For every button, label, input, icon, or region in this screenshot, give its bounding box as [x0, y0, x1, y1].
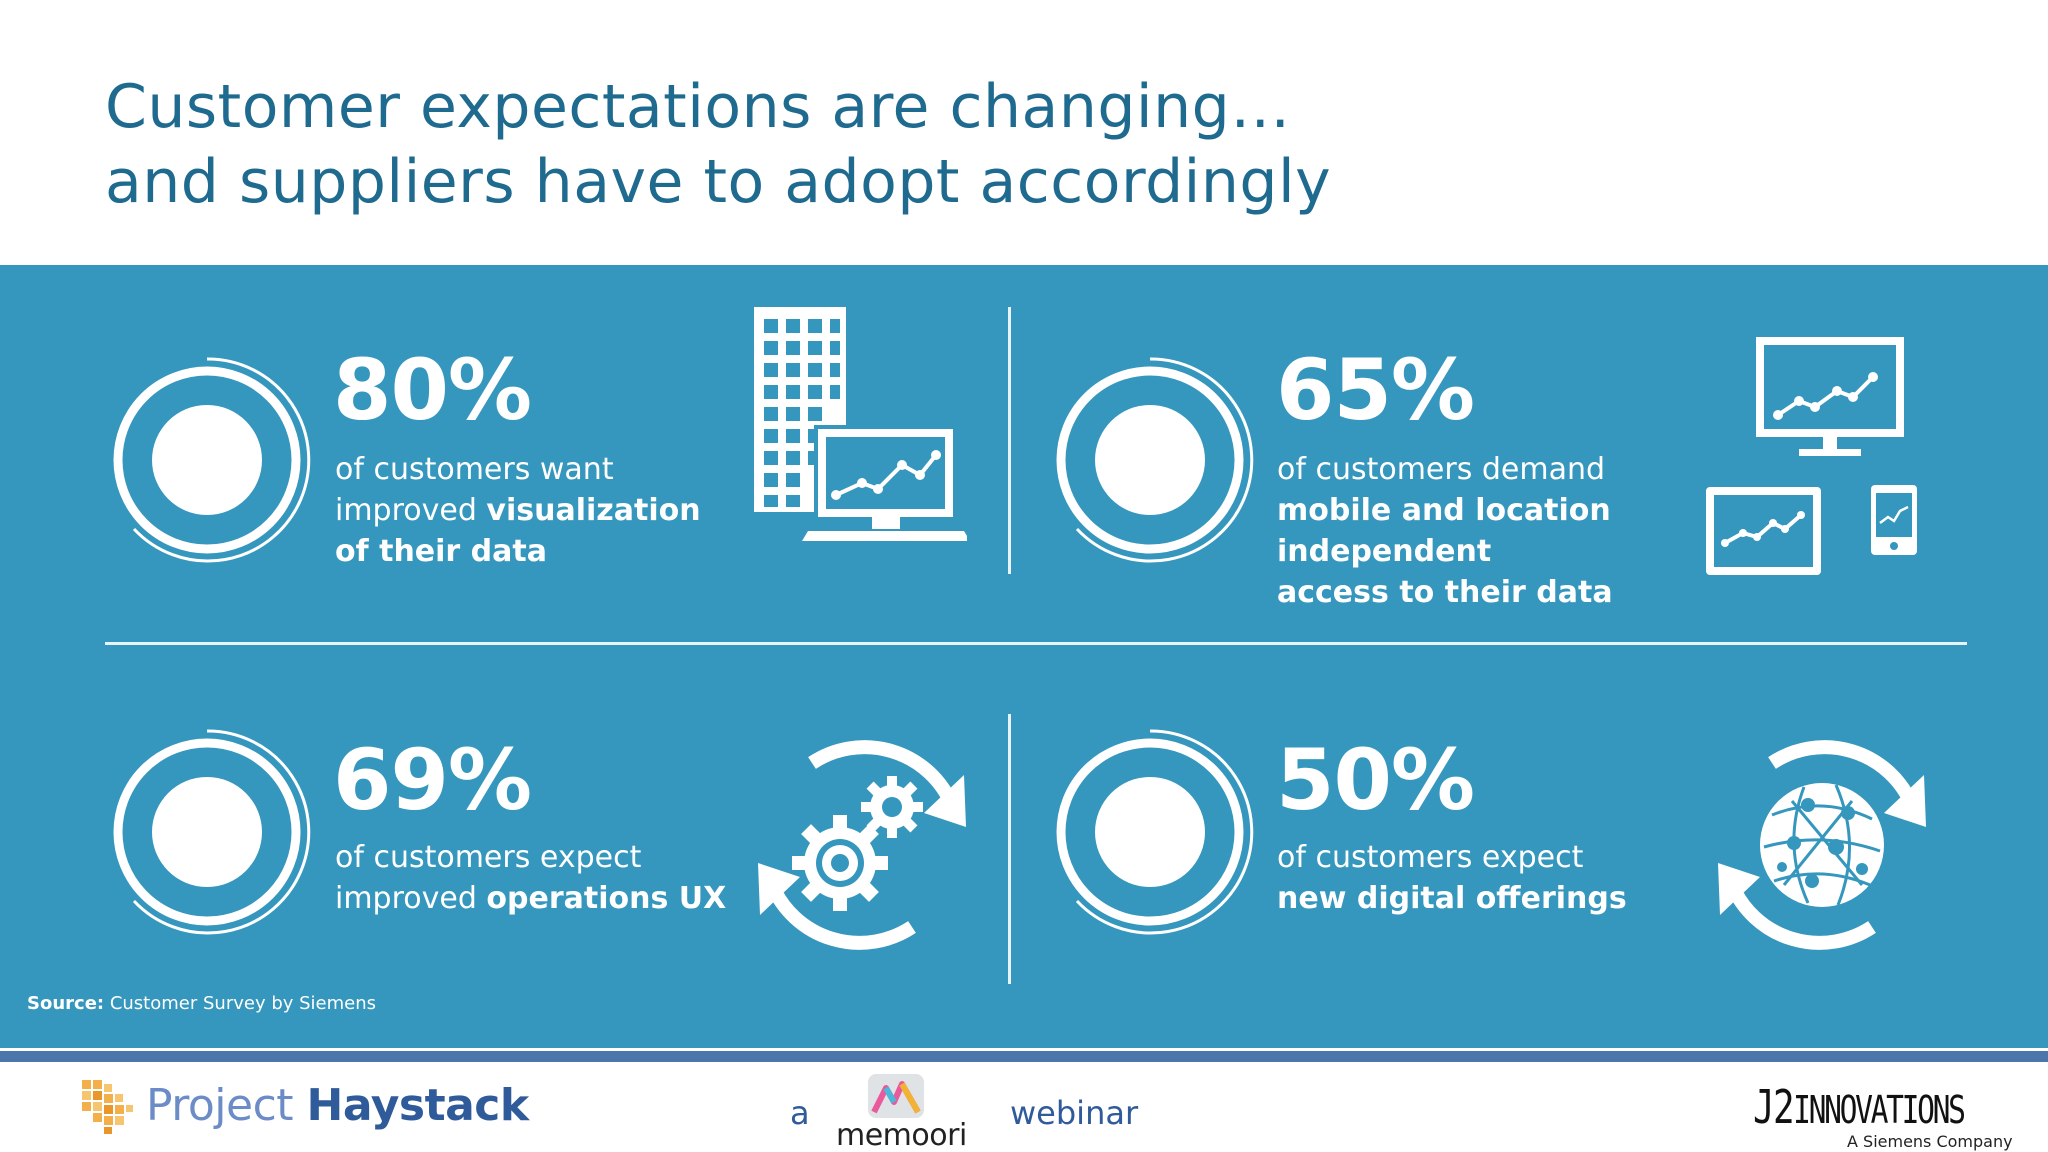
stat-50-percent: 50%: [1276, 731, 1475, 829]
vertical-divider-bottom: [1008, 714, 1011, 984]
stat-69-line-2-plain: improved: [335, 881, 487, 916]
stats-panel: 80% of customers want improved visualiza…: [0, 265, 2048, 1048]
horizontal-divider: [105, 642, 1967, 645]
ring-69-icon: [113, 729, 311, 935]
vertical-divider-top: [1008, 307, 1011, 574]
source-note: Source: Customer Survey by Siemens: [27, 993, 376, 1014]
title-line-2: and suppliers have to adopt accordingly: [105, 147, 1332, 217]
project-haystack-wordmark: Project Haystack: [146, 1080, 529, 1131]
globe-network-cycle-icon: [1718, 740, 1926, 950]
stat-69-line-2-bold: operations UX: [486, 881, 727, 916]
ring-50-icon: [1056, 729, 1254, 935]
memoori-logo-icon: [868, 1074, 924, 1118]
stat-65-description: of customers demand mobile and location …: [1277, 449, 1613, 613]
j2-big: J2: [1753, 1080, 1795, 1134]
stat-65-line-2-bold: mobile and location: [1277, 493, 1611, 528]
memoori-wordmark: memoori: [836, 1118, 967, 1152]
stat-65-line-3-bold: independent: [1277, 534, 1492, 569]
building-monitor-chart-icon: [754, 307, 967, 541]
j2-rest: INNOVATIONS: [1793, 1088, 1966, 1132]
siemens-company-tagline: A Siemens Company: [1847, 1132, 2013, 1151]
stat-50-line-1: of customers expect: [1277, 840, 1584, 875]
stat-80-line-3-bold: of their data: [335, 534, 547, 569]
stat-80-line-1: of customers want: [335, 452, 614, 487]
gears-cycle-icon: [758, 740, 966, 950]
source-text: Customer Survey by Siemens: [104, 993, 377, 1014]
j2-innovations-logo: J2INNOVATIONS: [1753, 1080, 1966, 1134]
stat-80-line-2-plain: improved: [335, 493, 487, 528]
stat-80-percent: 80%: [333, 341, 532, 439]
stat-69-line-1: of customers expect: [335, 840, 642, 875]
stat-69-description: of customers expect improved operations …: [335, 837, 726, 919]
source-label: Source:: [27, 993, 105, 1014]
stat-65-line-4-bold: access to their data: [1277, 575, 1613, 610]
brand-light: Project: [146, 1080, 307, 1131]
footer-webinar: webinar: [1010, 1094, 1139, 1132]
slide-title: Customer expectations are changing… and …: [105, 70, 1331, 220]
stat-50-line-2-bold: new digital offerings: [1277, 881, 1627, 916]
stat-50-description: of customers expect new digital offering…: [1277, 837, 1627, 919]
stat-65-percent: 65%: [1276, 341, 1475, 439]
multi-device-chart-icon: [1706, 337, 1917, 575]
stat-69-percent: 69%: [333, 731, 532, 829]
ring-65-icon: [1056, 357, 1254, 563]
title-line-1: Customer expectations are changing…: [105, 72, 1291, 142]
project-haystack-logo-icon: [82, 1080, 133, 1134]
footer-bar: Project Haystack a memoori webinar J2INN…: [0, 1062, 2048, 1152]
ring-80-icon: [113, 357, 311, 563]
panel-bottom-stripe: [0, 1048, 2048, 1062]
stat-80-description: of customers want improved visualization…: [335, 449, 701, 572]
brand-bold: Haystack: [306, 1080, 530, 1131]
stat-65-line-1: of customers demand: [1277, 452, 1606, 487]
stat-80-line-2-bold: visualization: [486, 493, 701, 528]
footer-a: a: [790, 1094, 810, 1132]
